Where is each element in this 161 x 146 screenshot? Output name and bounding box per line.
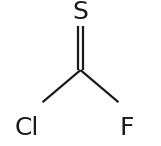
Text: F: F: [120, 117, 134, 140]
Text: Cl: Cl: [14, 117, 39, 140]
Text: S: S: [73, 0, 88, 24]
